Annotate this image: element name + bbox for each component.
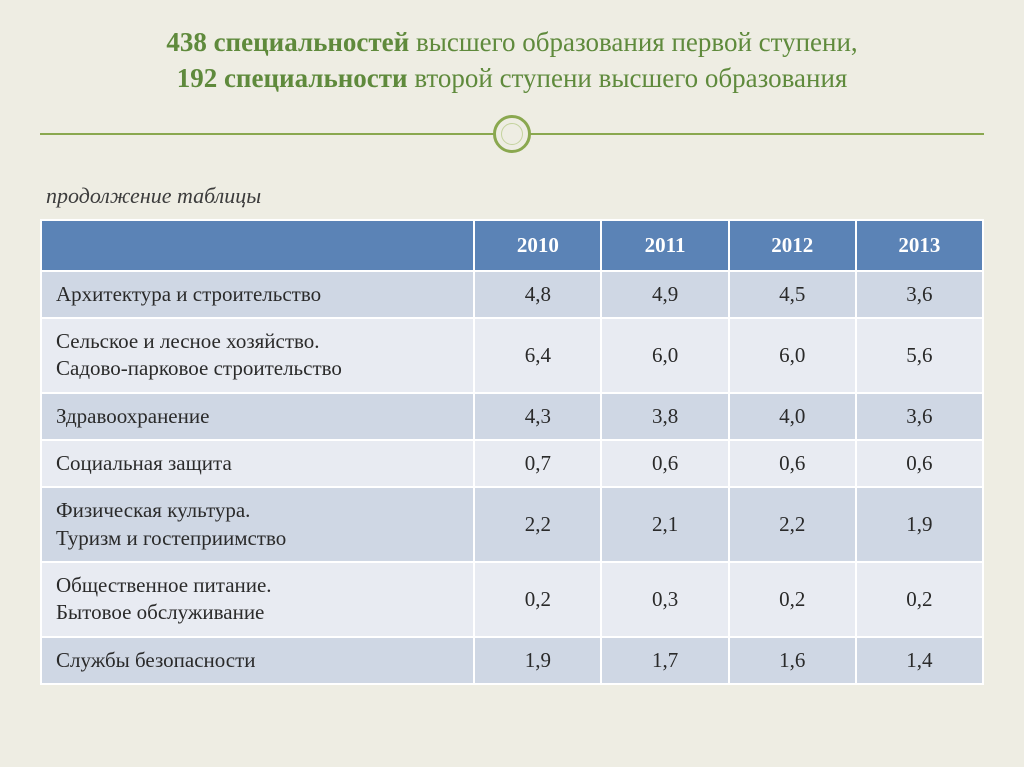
row-label: Сельское и лесное хозяйство.Садово-парко…: [41, 318, 474, 393]
row-value: 4,8: [474, 271, 601, 318]
divider-circle-icon: [493, 115, 531, 153]
row-value: 6,0: [601, 318, 728, 393]
row-value: 2,1: [601, 487, 728, 562]
data-table: 2010 2011 2012 2013 Архитектура и строит…: [40, 219, 984, 685]
title-line2-bold: 192 специальности: [177, 63, 408, 93]
row-value: 1,7: [601, 637, 728, 684]
row-value: 6,0: [729, 318, 856, 393]
row-value: 0,6: [856, 440, 983, 487]
row-value: 4,9: [601, 271, 728, 318]
row-label: Архитектура и строительство: [41, 271, 474, 318]
table-header-2011: 2011: [601, 220, 728, 271]
row-value: 0,2: [474, 562, 601, 637]
slide-title: 438 специальностей высшего образования п…: [40, 20, 984, 115]
table-body: Архитектура и строительство4,84,94,53,6С…: [41, 271, 983, 684]
table-header-2010: 2010: [474, 220, 601, 271]
title-line2-rest: второй ступени высшего образования: [408, 63, 848, 93]
row-value: 1,4: [856, 637, 983, 684]
row-value: 4,0: [729, 393, 856, 440]
row-value: 3,6: [856, 271, 983, 318]
row-value: 1,9: [856, 487, 983, 562]
title-line1-bold: 438 специальностей: [166, 27, 409, 57]
table-subtitle: продолжение таблицы: [46, 183, 984, 209]
table-header-2012: 2012: [729, 220, 856, 271]
row-value: 6,4: [474, 318, 601, 393]
row-value: 0,3: [601, 562, 728, 637]
table-row: Физическая культура.Туризм и гостеприимс…: [41, 487, 983, 562]
row-label: Службы безопасности: [41, 637, 474, 684]
row-value: 1,9: [474, 637, 601, 684]
table-header-row: 2010 2011 2012 2013: [41, 220, 983, 271]
row-value: 5,6: [856, 318, 983, 393]
row-value: 4,3: [474, 393, 601, 440]
row-value: 1,6: [729, 637, 856, 684]
row-value: 0,2: [856, 562, 983, 637]
row-value: 0,6: [601, 440, 728, 487]
row-value: 3,8: [601, 393, 728, 440]
table-row: Сельское и лесное хозяйство.Садово-парко…: [41, 318, 983, 393]
table-row: Общественное питание.Бытовое обслуживани…: [41, 562, 983, 637]
table-row: Архитектура и строительство4,84,94,53,6: [41, 271, 983, 318]
row-label: Социальная защита: [41, 440, 474, 487]
row-label: Физическая культура.Туризм и гостеприимс…: [41, 487, 474, 562]
row-value: 0,6: [729, 440, 856, 487]
table-header-2013: 2013: [856, 220, 983, 271]
row-value: 0,2: [729, 562, 856, 637]
row-value: 2,2: [729, 487, 856, 562]
slide: 438 специальностей высшего образования п…: [0, 0, 1024, 767]
title-line1-rest: высшего образования первой ступени,: [409, 27, 857, 57]
title-divider: [40, 115, 984, 155]
row-value: 4,5: [729, 271, 856, 318]
table-row: Социальная защита0,70,60,60,6: [41, 440, 983, 487]
row-label: Здравоохранение: [41, 393, 474, 440]
row-value: 0,7: [474, 440, 601, 487]
row-value: 2,2: [474, 487, 601, 562]
row-label: Общественное питание.Бытовое обслуживани…: [41, 562, 474, 637]
table-row: Здравоохранение4,33,84,03,6: [41, 393, 983, 440]
row-value: 3,6: [856, 393, 983, 440]
table-header-label: [41, 220, 474, 271]
table-row: Службы безопасности1,91,71,61,4: [41, 637, 983, 684]
